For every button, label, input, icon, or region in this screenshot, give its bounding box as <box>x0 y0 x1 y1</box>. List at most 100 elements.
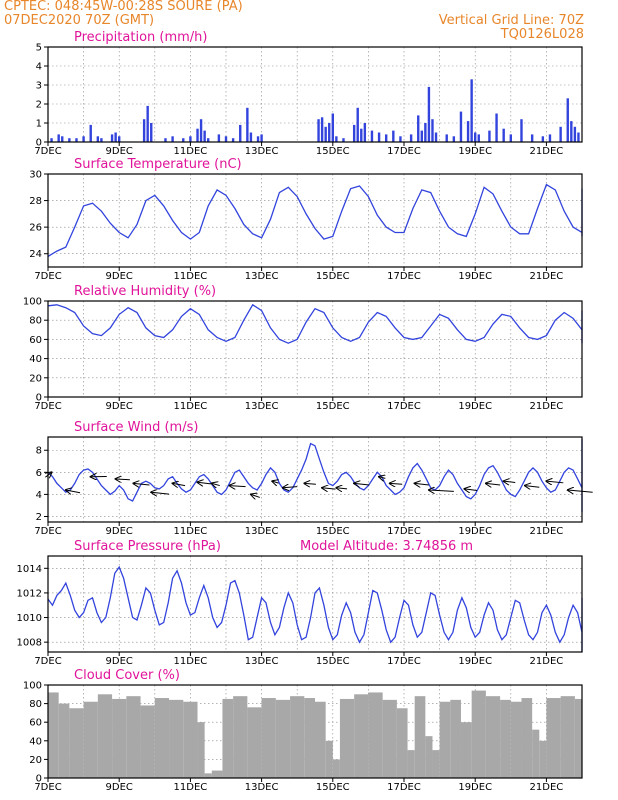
panel-frame <box>47 436 583 523</box>
y-tick-label: 26 <box>29 223 42 234</box>
precip-bar <box>495 113 498 142</box>
precip-bar <box>196 128 199 142</box>
x-tick-label: 15DEC <box>316 401 350 412</box>
precip-bar <box>50 138 53 142</box>
cloud-bar <box>233 696 248 778</box>
cloud-bar <box>414 696 426 778</box>
x-tick-label: 13DEC <box>245 526 279 537</box>
cloud-bar <box>574 698 582 778</box>
x-tick-label: 15DEC <box>316 146 350 157</box>
cloud-bar <box>332 759 340 778</box>
precip-bar <box>352 124 356 142</box>
precip-bar <box>459 111 463 142</box>
cloud-bar <box>69 708 84 778</box>
wind-vector <box>415 483 429 485</box>
x-tick-label: 11DEC <box>174 146 208 157</box>
y-tick-label: 80 <box>29 699 42 710</box>
precip-bar <box>171 136 174 142</box>
x-tick-label: 17DEC <box>387 271 421 282</box>
cloud-bar <box>560 696 575 778</box>
precip-bar <box>189 136 192 142</box>
y-tick-label: 100 <box>23 297 42 308</box>
precip-bar <box>331 113 334 142</box>
precip-bar <box>424 123 427 142</box>
y-tick-label: 28 <box>29 196 42 207</box>
precip-bar <box>96 136 100 142</box>
cloud-bar <box>211 770 223 778</box>
y-tick-label: 1010 <box>17 613 42 624</box>
cloud-bar <box>339 698 355 778</box>
y-tick-label: 1012 <box>17 588 42 599</box>
cloud-bar <box>546 698 561 778</box>
precip-bar <box>427 86 431 142</box>
precip-bar <box>61 136 64 142</box>
precip-bar <box>509 134 512 142</box>
precip-bar <box>445 134 448 142</box>
precip-bar <box>488 130 491 142</box>
precip-bar <box>146 105 149 142</box>
cloud-bar <box>396 708 408 778</box>
model-code-label: TQ0126L028 <box>500 27 584 42</box>
precip-bar <box>100 138 103 142</box>
precip-bar <box>417 115 420 142</box>
y-tick-label: 24 <box>29 249 42 260</box>
x-tick-label: 15DEC <box>316 526 350 537</box>
y-tick-label: 0 <box>36 138 42 149</box>
x-tick-label: 11DEC <box>174 271 208 282</box>
precip-bar <box>164 138 167 142</box>
y-tick-label: 2 <box>36 512 42 523</box>
cloud-bar <box>304 698 315 778</box>
precip-bar <box>502 128 505 142</box>
y-tick-label: 8 <box>36 446 42 457</box>
y-tick-label: 4 <box>36 62 42 73</box>
precip-bar <box>356 107 359 142</box>
x-tick-label: 7DEC <box>34 401 61 412</box>
precip-bar <box>217 134 221 142</box>
cloud-bar <box>521 698 533 778</box>
y-tick-label: 5 <box>36 43 42 54</box>
precip-bar <box>520 119 523 142</box>
x-tick-label: 17DEC <box>387 782 421 793</box>
precip-bar <box>548 134 552 142</box>
x-tick-label: 9DEC <box>106 401 133 412</box>
x-tick-label: 17DEC <box>387 526 421 537</box>
precip-bar <box>317 119 320 142</box>
cloud-bar <box>83 701 98 778</box>
cloud-bar <box>261 698 276 778</box>
precip-bar <box>377 132 381 142</box>
precip-bar <box>231 138 235 142</box>
cloud-bar <box>368 692 383 778</box>
wind-vector <box>465 489 478 491</box>
y-tick-label: 6 <box>36 468 42 479</box>
cloud-bar <box>460 722 472 778</box>
x-tick-label: 9DEC <box>106 526 133 537</box>
cloud-bar <box>450 699 461 778</box>
precip-bar <box>260 134 263 142</box>
precip-bar <box>57 134 60 142</box>
wind-vector <box>251 494 260 497</box>
cloud-bar <box>275 699 291 778</box>
x-tick-label: 19DEC <box>458 146 492 157</box>
precip-bar <box>207 138 210 142</box>
panel-title: Cloud Cover (%) <box>74 668 180 683</box>
wind-vector <box>198 482 211 484</box>
y-tick-label: 30 <box>29 170 42 181</box>
panel-frame <box>47 300 583 398</box>
precip-bar <box>89 124 92 142</box>
precip-bar <box>110 134 114 142</box>
cloud-bar <box>510 701 522 778</box>
precip-bar <box>199 119 203 142</box>
precip-bar <box>452 136 456 142</box>
cloud-bar <box>539 740 547 778</box>
x-tick-label: 9DEC <box>106 271 133 282</box>
precip-bar <box>246 107 249 142</box>
precip-bar <box>118 136 121 142</box>
precip-bar <box>75 138 78 142</box>
panel-frame <box>47 684 583 779</box>
x-tick-label: 17DEC <box>387 401 421 412</box>
y-tick-label: 1014 <box>17 564 42 575</box>
cloud-bar <box>154 698 170 778</box>
series-line <box>47 183 583 257</box>
panel-4: 1008 1010 1012 1014 7DEC 9DEC 11DEC 13DEC 15DEC 1… <box>17 539 583 667</box>
x-tick-label: 21DEC <box>530 401 564 412</box>
